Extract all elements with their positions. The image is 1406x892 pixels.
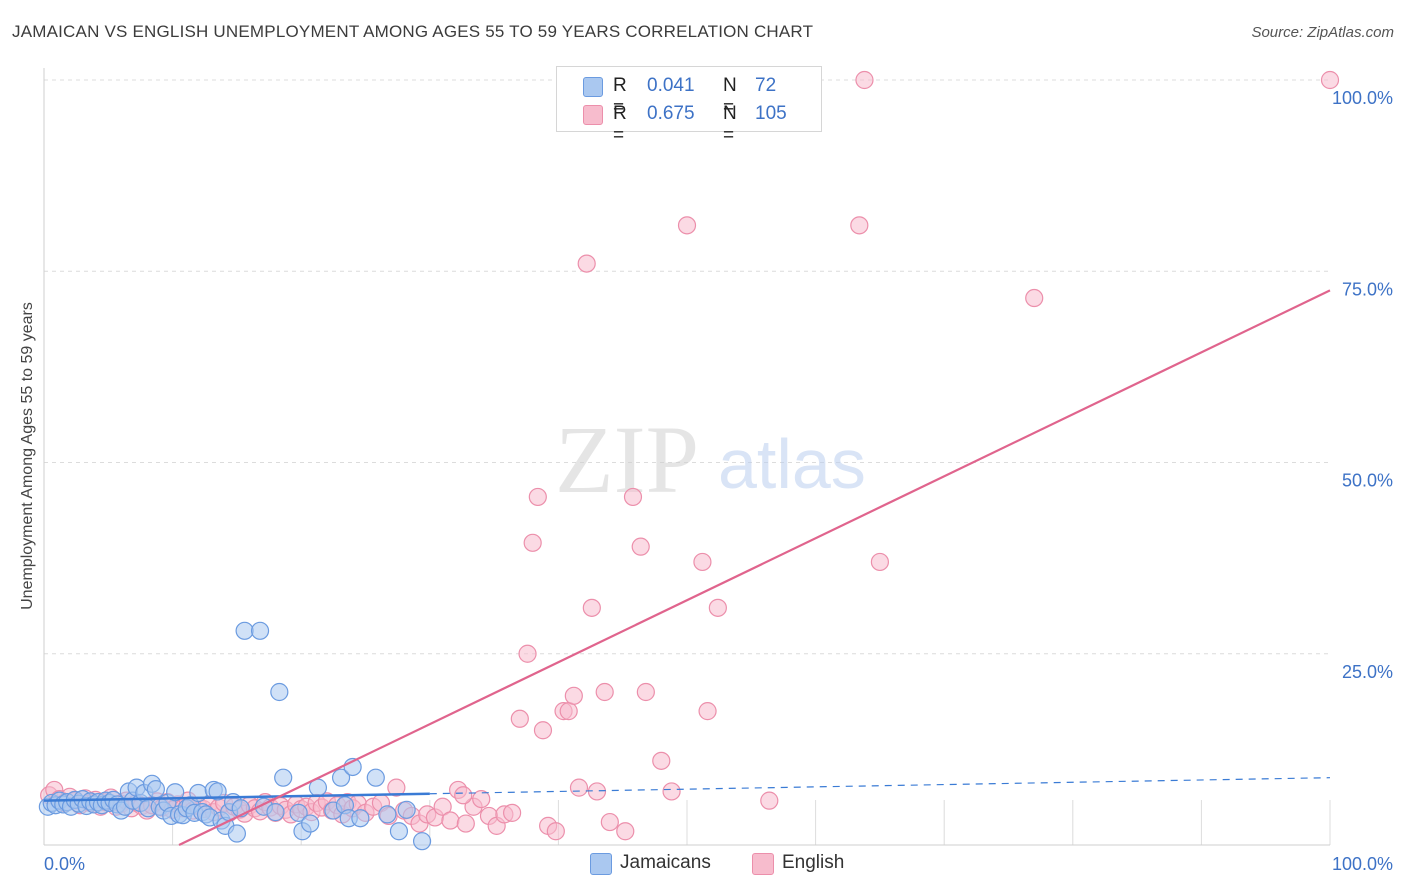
english-point: [698, 702, 717, 721]
x-tick-label: 100.0%: [1332, 854, 1393, 874]
jamaicans-point: [289, 803, 308, 822]
english-point: [760, 791, 779, 810]
jamaicans-point: [250, 621, 270, 640]
y-tick-label: 100.0%: [1332, 88, 1393, 108]
y-tick-label: 50.0%: [1342, 471, 1393, 491]
x-tick-label: 0.0%: [44, 854, 85, 874]
english-point: [564, 686, 583, 705]
y-axis-label: Unemployment Among Ages 55 to 59 years: [19, 302, 36, 610]
jamaicans-label: Jamaicans: [620, 852, 711, 873]
jamaicans-point: [208, 782, 227, 801]
english-point: [636, 682, 655, 702]
jamaicans-point: [166, 783, 185, 802]
jamaicans-point: [366, 768, 385, 787]
english-point: [559, 702, 578, 721]
watermark-atlas: atlas: [718, 425, 866, 503]
jamaicans-trend-line: [43, 792, 430, 802]
n-value: 72: [755, 75, 777, 96]
source-label: Source: ZipAtlas.com: [1251, 24, 1394, 41]
english-point: [510, 709, 529, 728]
english-point: [595, 682, 614, 702]
english-point: [433, 797, 452, 816]
english-label: English: [782, 852, 845, 873]
english-point: [387, 778, 406, 797]
r-value: 0.041: [647, 75, 695, 96]
jamaicans-point: [274, 768, 293, 787]
jamaicans-point: [351, 809, 370, 828]
trend-lines: [43, 289, 1331, 846]
english-point: [1320, 70, 1340, 90]
jamaicans-point: [331, 768, 351, 787]
jamaicans-swatch: [583, 77, 603, 97]
tick-labels: 100.0% 75.0% 50.0% 25.0% 0.0% 100.0%: [44, 88, 1393, 874]
y-tick-label: 75.0%: [1342, 279, 1393, 299]
r-label: R =: [613, 103, 627, 146]
english-point: [454, 786, 473, 805]
n-value: 105: [755, 103, 787, 124]
jamaicans-trend-extension: [429, 777, 1331, 795]
jamaicans-point: [227, 824, 246, 843]
english-point: [1025, 288, 1044, 308]
watermark: ZIP atlas: [555, 406, 866, 513]
english-point: [662, 782, 681, 801]
english-point: [577, 254, 596, 273]
jamaicans-point: [378, 805, 397, 824]
english-point: [677, 216, 697, 235]
english-point: [546, 822, 565, 841]
r-value: 0.675: [647, 103, 695, 124]
english-swatch: [583, 105, 603, 125]
english-point: [708, 598, 727, 617]
english-point: [623, 487, 643, 507]
jamaicans-point: [301, 814, 320, 833]
jamaicans-swatch: [590, 853, 612, 875]
english-point: [631, 537, 650, 556]
english-point: [569, 778, 589, 797]
english-trend-line: [178, 289, 1331, 846]
english-point: [523, 533, 542, 552]
english-point: [441, 811, 460, 830]
jamaicans-point: [412, 832, 432, 851]
english-swatch: [752, 853, 774, 875]
axes: [43, 68, 1330, 846]
jamaicans-point: [235, 621, 254, 640]
y-tick-label: 25.0%: [1342, 662, 1393, 682]
jamaicans-point: [270, 682, 289, 702]
english-point: [693, 552, 712, 572]
jamaicans-point: [266, 803, 285, 822]
jamaicans-point: [389, 822, 409, 841]
r-label: R =: [613, 75, 627, 118]
english-point: [503, 803, 522, 822]
english-point: [518, 644, 537, 663]
english-point: [600, 812, 619, 832]
english-point: [582, 598, 601, 617]
jamaicans-point: [397, 800, 416, 819]
english-point: [855, 70, 874, 90]
chart-title: JAMAICAN VS ENGLISH UNEMPLOYMENT AMONG A…: [12, 22, 814, 41]
english-point: [472, 789, 491, 809]
n-label: N =: [723, 103, 737, 146]
english-point: [870, 552, 890, 572]
english-point: [616, 822, 635, 841]
english-point: [533, 721, 553, 740]
english-point: [850, 216, 869, 235]
english-point: [652, 751, 671, 770]
english-point: [528, 487, 547, 507]
correlation-legend: R = 0.041 N = 72 R = 0.675 N = 105: [556, 66, 822, 146]
english-point: [456, 814, 475, 833]
n-label: N =: [723, 75, 737, 118]
jamaicans-point: [146, 780, 165, 799]
